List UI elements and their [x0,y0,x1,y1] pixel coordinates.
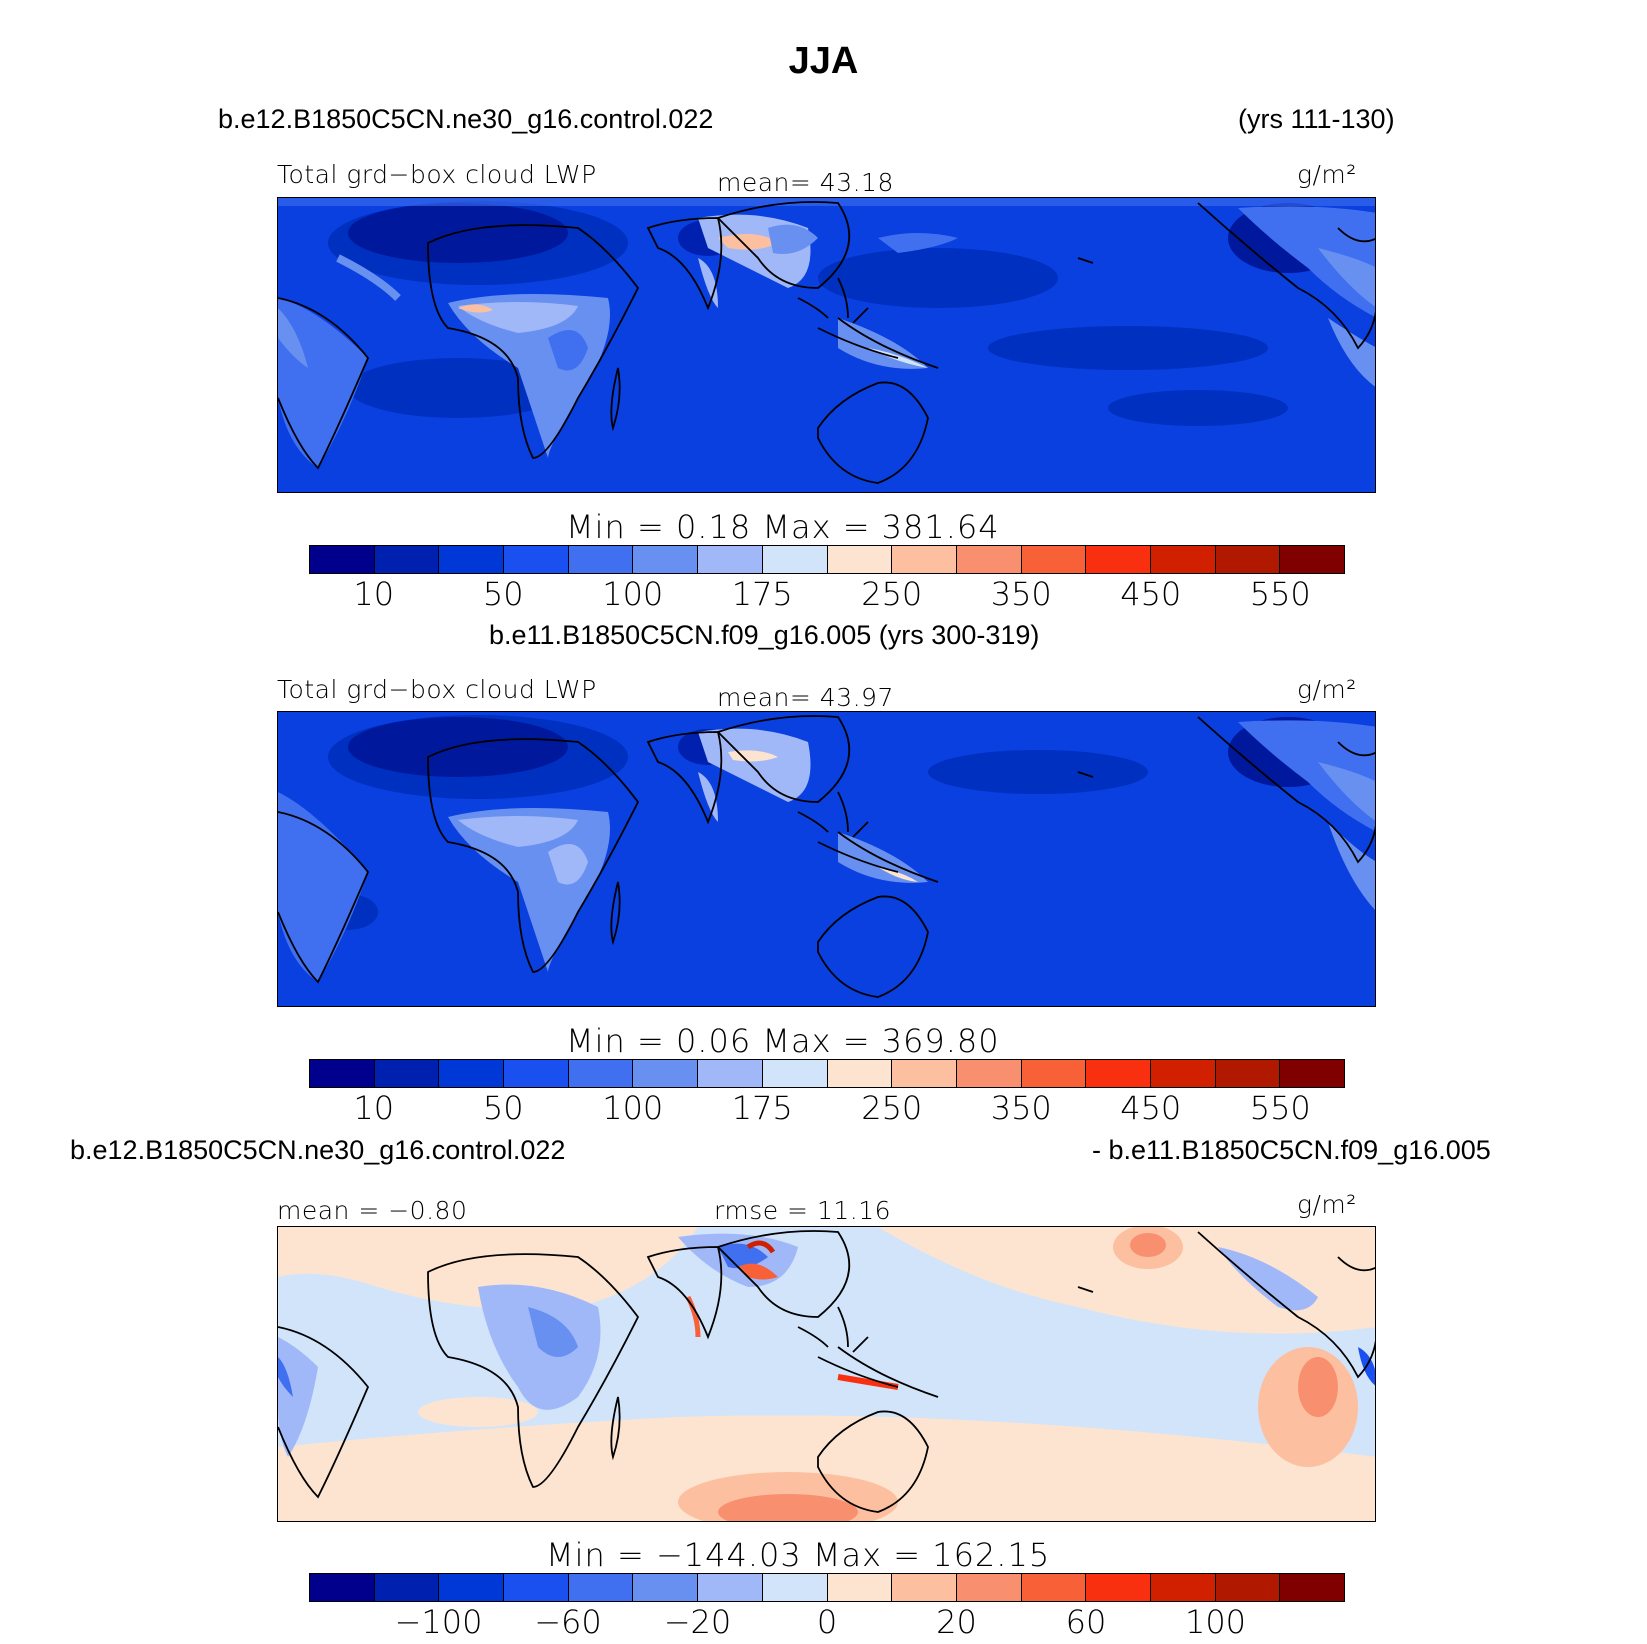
panel2-field-label: Total grd−box cloud LWP [277,675,597,704]
colorbar-tick-label: 450 [1120,1089,1182,1127]
panel2-mean-label: mean= 43.97 [717,683,894,712]
colorbar-swatch [568,546,634,573]
colorbar-swatch [1280,1574,1344,1601]
colorbar-swatch [374,1060,440,1087]
colorbar-swatch [1215,1574,1281,1601]
colorbar-swatch [1215,1060,1281,1087]
colorbar-swatch [956,546,1022,573]
colorbar-swatch [504,1574,569,1601]
colorbar-swatch [633,546,699,573]
colorbar-swatch [827,1060,893,1087]
panel1-colorbar [309,545,1345,574]
colorbar-swatch [1086,546,1151,573]
colorbar-swatch [1086,1060,1151,1087]
colorbar-swatch [568,1060,634,1087]
colorbar-tick-label: 10 [353,1089,395,1127]
colorbar-tick-label: −60 [534,1603,602,1641]
colorbar-swatch [568,1574,634,1601]
colorbar-swatch [892,546,957,573]
colorbar-tick-label: 350 [990,575,1052,613]
colorbar-tick-label: 550 [1249,575,1311,613]
panel2-units: g/m² [1297,675,1357,704]
colorbar-swatch [698,546,763,573]
panel1-map [277,197,1376,493]
colorbar-swatch [1021,1574,1087,1601]
colorbar-tick-label: 550 [1249,1089,1311,1127]
colorbar-swatch [310,1060,375,1087]
colorbar-swatch [698,1574,763,1601]
colorbar-swatch [956,1574,1022,1601]
panel1-case-left: b.e12.B1850C5CN.ne30_g16.control.022 [218,104,714,134]
colorbar-tick-label: 175 [731,1089,793,1127]
colorbar-swatch [504,1060,569,1087]
colorbar-swatch [439,546,505,573]
figure-title: JJA [788,40,859,82]
colorbar-tick-label: 50 [482,1089,524,1127]
colorbar-tick-label: 100 [602,1089,664,1127]
colorbar-tick-label: 50 [482,575,524,613]
colorbar-swatch [1021,546,1087,573]
panel3-rmse-label: rmse = 11.16 [714,1196,892,1225]
panel2-colorbar [309,1059,1345,1088]
panel3-colorbar [309,1573,1345,1602]
colorbar-swatch [374,546,440,573]
panel1-minmax: Min = 0.18 Max = 381.64 [566,508,1000,546]
colorbar-swatch [1150,1574,1216,1601]
colorbar-swatch [892,1574,957,1601]
colorbar-tick-label: 450 [1120,575,1182,613]
panel1-field-label: Total grd−box cloud LWP [277,160,597,189]
colorbar-tick-label: 100 [1184,1603,1247,1641]
colorbar-swatch [633,1574,699,1601]
colorbar-swatch [1215,546,1281,573]
panel2-minmax: Min = 0.06 Max = 369.80 [566,1022,1000,1060]
colorbar-tick-label: 250 [861,575,923,613]
panel3-case-left: b.e12.B1850C5CN.ne30_g16.control.022 [70,1135,566,1165]
colorbar-swatch [1086,1574,1151,1601]
colorbar-tick-label: 60 [1065,1603,1107,1641]
colorbar-swatch [1280,546,1344,573]
panel3-map [277,1226,1376,1522]
colorbar-swatch [1280,1060,1344,1087]
panel2-case-left: b.e11.B1850C5CN.f09_g16.005 (yrs 300-319… [489,620,1040,650]
colorbar-swatch [504,546,569,573]
colorbar-tick-label: 100 [602,575,664,613]
panel1-case-right: (yrs 111-130) [1238,104,1395,134]
colorbar-swatch [827,1574,893,1601]
colorbar-tick-label: 0 [816,1603,838,1641]
colorbar-swatch [762,546,828,573]
colorbar-tick-label: 20 [936,1603,977,1641]
colorbar-swatch [633,1060,699,1087]
colorbar-tick-label: 175 [731,575,793,613]
colorbar-tick-label: 350 [990,1089,1052,1127]
panel3-mean-label: mean = −0.80 [277,1196,468,1225]
colorbar-swatch [698,1060,763,1087]
colorbar-swatch [1150,546,1216,573]
panel3-units: g/m² [1297,1190,1357,1219]
colorbar-swatch [827,546,893,573]
colorbar-swatch [892,1060,957,1087]
colorbar-swatch [1150,1060,1216,1087]
colorbar-swatch [374,1574,440,1601]
colorbar-swatch [310,546,375,573]
colorbar-swatch [439,1574,505,1601]
panel1-mean-label: mean= 43.18 [717,168,894,197]
colorbar-tick-label: 10 [353,575,395,613]
colorbar-swatch [310,1574,375,1601]
colorbar-swatch [1021,1060,1087,1087]
panel1-units: g/m² [1297,160,1357,189]
panel3-case-right: - b.e11.B1850C5CN.f09_g16.005 [1092,1135,1491,1165]
panel2-map [277,711,1376,1007]
colorbar-swatch [956,1060,1022,1087]
colorbar-swatch [439,1060,505,1087]
colorbar-tick-label: −20 [663,1603,732,1641]
colorbar-swatch [762,1574,828,1601]
colorbar-tick-label: 250 [861,1089,923,1127]
colorbar-tick-label: −100 [394,1603,483,1641]
colorbar-swatch [762,1060,828,1087]
panel3-minmax: Min = −144.03 Max = 162.15 [546,1536,1051,1574]
